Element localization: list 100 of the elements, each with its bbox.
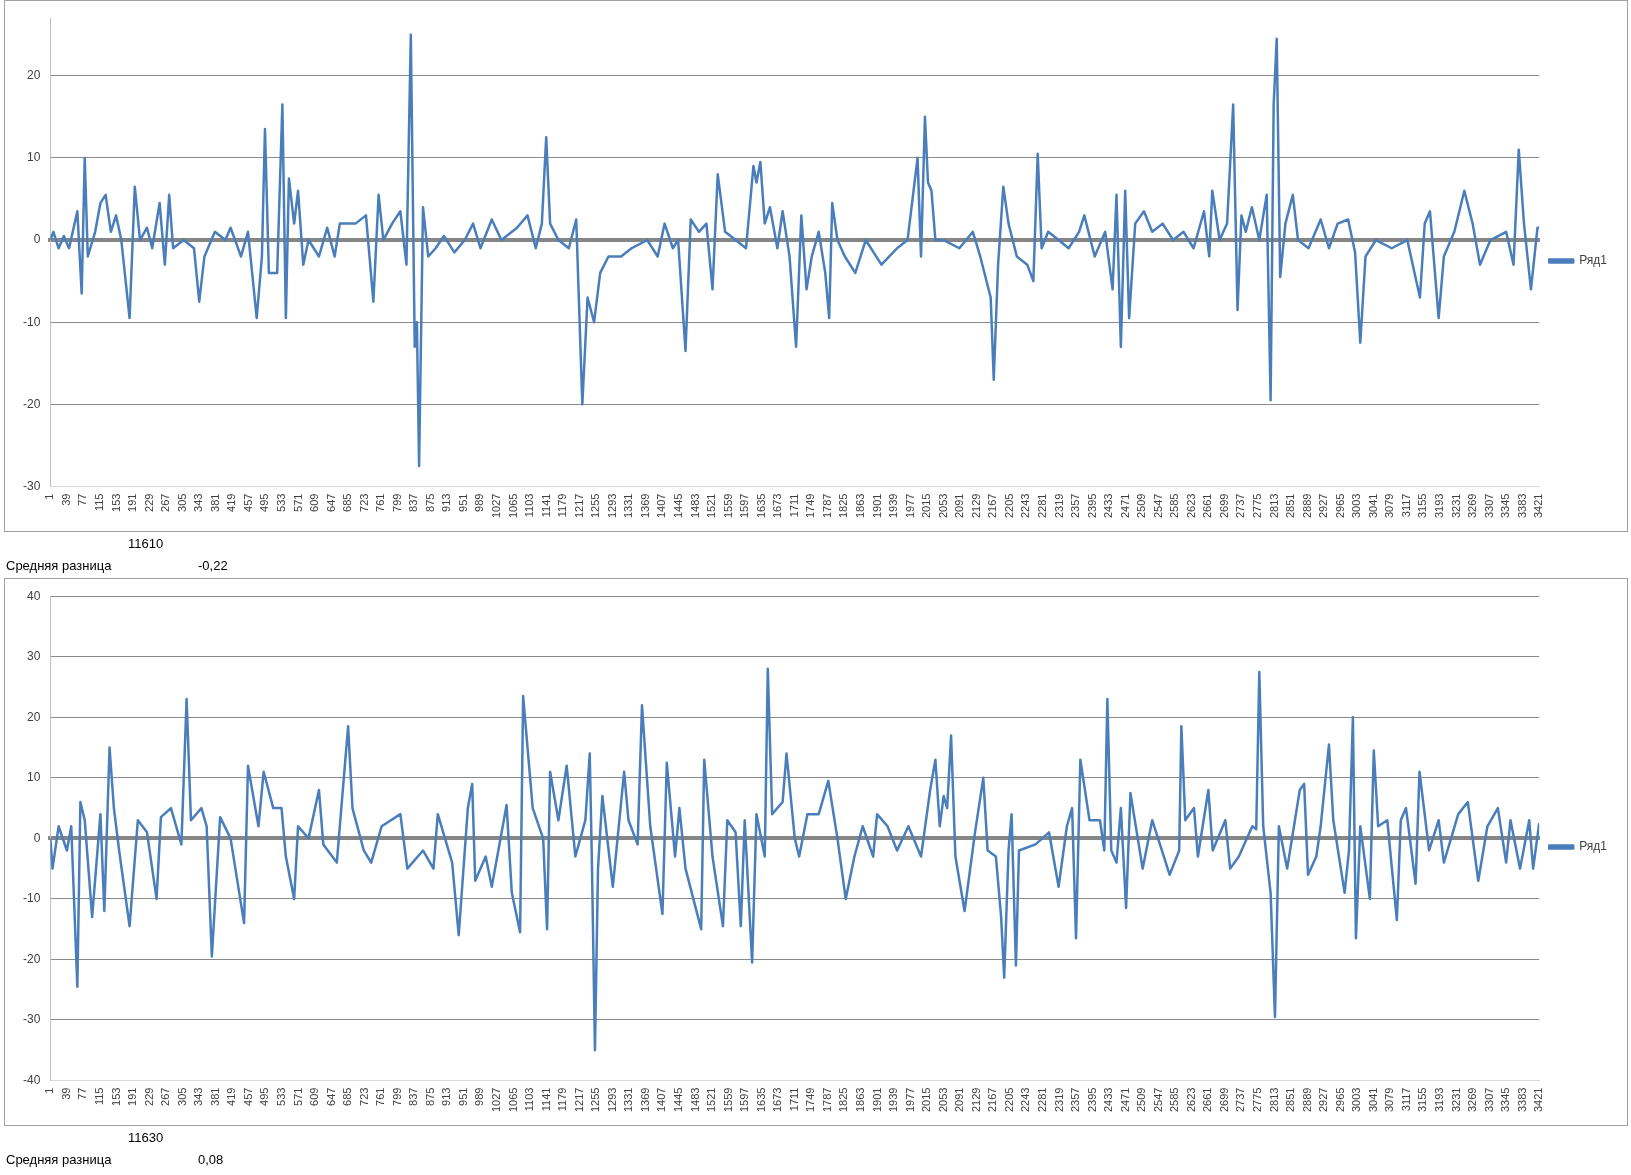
x-tick-label: 115	[93, 493, 105, 512]
x-tick-label: 3041	[1366, 1087, 1379, 1113]
x-tick-label: 1027	[490, 1087, 503, 1113]
x-tick-label: 913	[440, 493, 453, 512]
x-tick-label: 1027	[490, 493, 503, 519]
x-tick-label: 153	[109, 493, 122, 512]
x-tick-label: 267	[159, 1087, 172, 1106]
x-tick-label: 1559	[721, 493, 734, 519]
x-tick-label: 3269	[1466, 1087, 1479, 1113]
x-tick-label: 229	[142, 1087, 155, 1106]
y-tick-label: 20	[26, 709, 41, 724]
x-tick-label: 1	[43, 493, 56, 500]
x-tick-label: 2661	[1201, 493, 1214, 519]
x-tick-label: 875	[423, 493, 436, 512]
x-tick-label: 1217	[572, 493, 585, 519]
x-tick-label: 39	[59, 493, 72, 506]
x-tick-label: 1	[43, 1087, 56, 1094]
x-tick-label: 39	[59, 1087, 72, 1100]
x-tick-label: 571	[291, 1087, 304, 1106]
x-tick-label: 419	[225, 1087, 238, 1106]
x-tick-label: 2889	[1300, 493, 1313, 519]
x-tick-label: 533	[274, 493, 287, 512]
y-tick-label: 10	[26, 770, 41, 785]
x-tick-label: 2091	[953, 493, 966, 519]
x-tick-label: 2243	[1019, 1087, 1032, 1113]
x-tick-label: 2927	[1317, 493, 1330, 519]
x-tick-label: 2509	[1135, 1087, 1148, 1113]
x-tick-label: 1445	[672, 493, 685, 519]
x-tick-label: 2851	[1284, 1087, 1297, 1113]
text: Средняя разница	[6, 1152, 112, 1167]
x-tick-label: 1787	[820, 493, 833, 519]
x-tick-label: 1103	[523, 1087, 536, 1112]
x-tick-label: 2395	[1085, 1087, 1098, 1113]
x-tick-label: 951	[456, 493, 469, 512]
x-tick-label: 1939	[887, 493, 900, 519]
x-tick-label: 229	[142, 493, 155, 512]
x-tick-label: 837	[407, 1087, 420, 1106]
x-tick-label: 2927	[1317, 1087, 1330, 1113]
x-tick-label: 3345	[1499, 1087, 1512, 1113]
x-tick-label: 1255	[589, 493, 602, 519]
x-tick-label: 647	[324, 493, 337, 512]
x-tick-label: 2471	[1118, 493, 1131, 519]
x-tick-label: 419	[225, 493, 238, 512]
x-tick-label: 2775	[1251, 1087, 1264, 1113]
text: 11630	[128, 1130, 164, 1145]
x-tick-label: 1863	[853, 1087, 866, 1113]
x-tick-label: 1141	[539, 1087, 552, 1112]
x-tick-label: 2129	[969, 493, 982, 519]
x-tick-label: 3193	[1432, 1087, 1445, 1113]
x-tick-label: 343	[192, 493, 205, 512]
y-tick-label: -20	[23, 951, 41, 966]
x-tick-label: 2395	[1085, 493, 1098, 519]
x-tick-label: 3269	[1466, 493, 1479, 519]
x-tick-label: 115	[93, 1087, 105, 1106]
x-tick-label: 267	[159, 493, 172, 512]
x-tick-label: 723	[357, 493, 370, 512]
x-tick-label: 2623	[1184, 493, 1197, 519]
x-tick-label: 609	[308, 493, 321, 512]
y-tick-label: 10	[26, 150, 41, 165]
x-tick-label: 2547	[1151, 493, 1164, 519]
x-tick-label: 1635	[754, 1087, 767, 1113]
x-tick-label: 1749	[804, 493, 817, 519]
x-tick-label: 2205	[1002, 1087, 1015, 1113]
x-tick-label: 1369	[638, 1087, 651, 1113]
y-tick-label: 0	[33, 830, 41, 845]
x-tick-label: 3193	[1432, 493, 1445, 519]
x-tick-label: 685	[341, 1087, 354, 1106]
x-tick-label: 2585	[1168, 493, 1181, 519]
x-tick-label: 2319	[1052, 493, 1065, 519]
x-tick-label: 1673	[771, 1087, 784, 1113]
x-tick-label: 2281	[1035, 493, 1048, 519]
x-tick-label: 2699	[1217, 1087, 1230, 1113]
x-tick-label: 1331	[622, 1087, 635, 1113]
x-tick-label: 2053	[936, 493, 949, 519]
legend-label: Ряд1	[1579, 253, 1608, 268]
x-tick-label: 3003	[1350, 1087, 1363, 1113]
y-tick-label: -10	[23, 314, 41, 329]
y-tick-label: -20	[23, 396, 41, 411]
x-tick-label: 1597	[738, 1087, 751, 1113]
x-tick-label: 1141	[539, 493, 552, 518]
x-tick-label: 343	[192, 1087, 205, 1106]
y-tick-label: 20	[26, 68, 41, 83]
x-tick-label: 1825	[837, 1087, 850, 1113]
x-tick-label: 3155	[1416, 493, 1429, 519]
x-tick-label: 1597	[738, 493, 751, 519]
x-tick-label: 875	[423, 1087, 436, 1106]
x-tick-label: 381	[208, 1087, 221, 1106]
x-tick-label: 191	[126, 1087, 139, 1106]
x-tick-label: 2889	[1300, 1087, 1313, 1113]
x-tick-label: 77	[76, 493, 89, 506]
x-tick-label: 3421	[1532, 493, 1545, 519]
x-tick-label: 305	[175, 1087, 188, 1106]
x-tick-label: 1065	[506, 1087, 519, 1113]
x-tick-label: 2281	[1035, 1087, 1048, 1113]
y-tick-label: -40	[23, 1072, 41, 1087]
x-tick-label: 3117	[1399, 493, 1412, 518]
x-tick-label: 913	[440, 1087, 453, 1106]
x-tick-label: 2699	[1217, 493, 1230, 519]
x-tick-label: 1901	[870, 493, 883, 519]
x-tick-label: 2433	[1102, 1087, 1115, 1113]
